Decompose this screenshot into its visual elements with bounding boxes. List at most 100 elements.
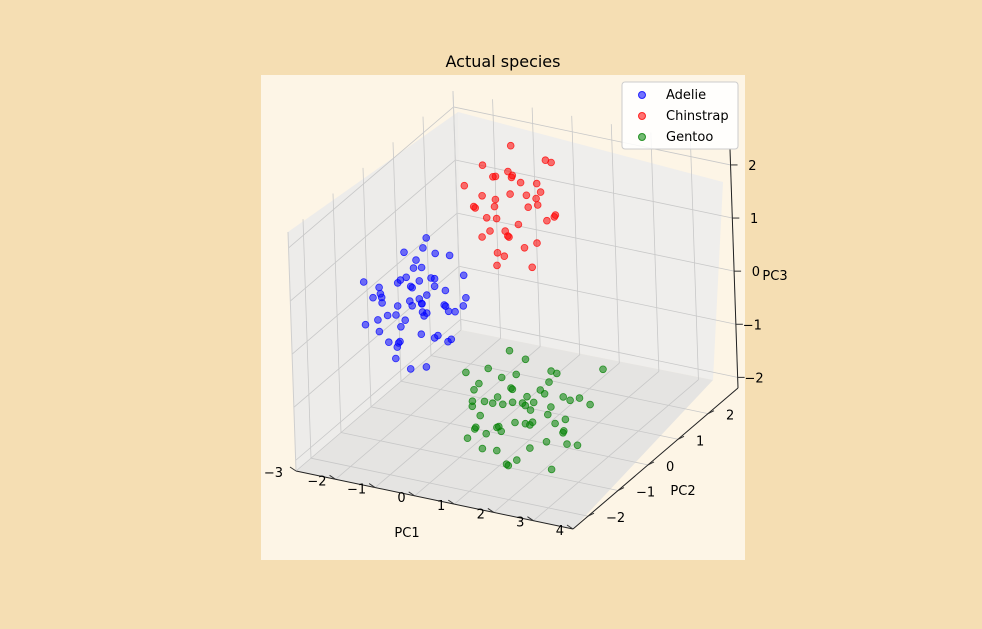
point-chinstrap bbox=[522, 191, 531, 200]
point-adelie bbox=[359, 278, 368, 286]
point-gentoo bbox=[476, 411, 485, 420]
point-adelie bbox=[392, 311, 400, 319]
z-gridline-back bbox=[457, 212, 735, 272]
left-pane bbox=[288, 112, 461, 471]
z-axis-line bbox=[729, 148, 739, 389]
point-chinstrap bbox=[491, 172, 500, 181]
x-gridline-floor bbox=[335, 337, 501, 480]
z-gridline-back bbox=[453, 106, 731, 166]
point-gentoo bbox=[547, 403, 555, 411]
y-axis-label: PC2 bbox=[670, 484, 695, 499]
x-tick-label: 3 bbox=[516, 516, 524, 531]
point-gentoo bbox=[492, 446, 501, 455]
y-tick-label: −1 bbox=[636, 486, 655, 501]
point-adelie bbox=[451, 307, 459, 316]
point-adelie bbox=[417, 263, 426, 272]
point-gentoo bbox=[508, 398, 517, 407]
z-tick-label: 0 bbox=[752, 265, 760, 280]
point-chinstrap bbox=[532, 194, 540, 203]
point-chinstrap bbox=[524, 203, 532, 212]
point-gentoo bbox=[526, 406, 535, 414]
point-gentoo bbox=[542, 437, 551, 446]
y-tick-label: 0 bbox=[666, 460, 674, 475]
point-adelie bbox=[447, 335, 456, 344]
x-gridline-wall bbox=[531, 107, 541, 347]
x-axis-label: PC1 bbox=[394, 526, 419, 541]
point-gentoo bbox=[505, 346, 514, 355]
y-tick-label: 2 bbox=[726, 409, 734, 424]
x-gridline-wall bbox=[650, 132, 660, 372]
x-gridline-floor bbox=[533, 379, 699, 522]
point-adelie bbox=[393, 279, 402, 287]
x-tick-mark bbox=[289, 466, 297, 472]
point-gentoo bbox=[536, 386, 545, 394]
point-gentoo bbox=[547, 465, 556, 474]
point-chinstrap bbox=[492, 214, 501, 223]
point-adelie bbox=[383, 311, 392, 320]
z-tick-label: −1 bbox=[743, 318, 762, 333]
x-gridline-floor bbox=[454, 362, 620, 505]
y-gridline-floor bbox=[310, 457, 589, 517]
x-tick-mark bbox=[408, 491, 415, 497]
z-gridline-back bbox=[460, 318, 738, 378]
point-adelie bbox=[445, 251, 454, 260]
point-adelie bbox=[422, 291, 431, 299]
point-chinstrap bbox=[500, 252, 509, 261]
point-adelie bbox=[405, 297, 414, 305]
point-chinstrap bbox=[478, 233, 486, 241]
point-gentoo bbox=[559, 427, 568, 435]
point-adelie bbox=[420, 312, 428, 320]
y-tick-mark bbox=[647, 461, 655, 466]
point-gentoo bbox=[498, 400, 507, 409]
x-gridline-wall bbox=[610, 124, 620, 364]
point-adelie bbox=[415, 277, 424, 285]
point-gentoo bbox=[512, 370, 520, 379]
y-tick-label: −2 bbox=[606, 511, 625, 526]
point-adelie bbox=[427, 274, 435, 282]
point-gentoo bbox=[545, 378, 553, 386]
y-gridline-wall bbox=[362, 167, 372, 407]
point-gentoo bbox=[470, 385, 478, 394]
z-tick-label: 1 bbox=[750, 212, 758, 227]
point-chinstrap bbox=[506, 190, 514, 198]
point-adelie bbox=[431, 249, 440, 258]
z-tick-label: −2 bbox=[744, 371, 763, 386]
z-axis-label: PC3 bbox=[762, 269, 787, 284]
x-gridline-wall bbox=[690, 140, 699, 380]
point-gentoo bbox=[475, 379, 483, 388]
z-gridline-left bbox=[290, 159, 456, 302]
point-chinstrap bbox=[490, 202, 499, 211]
point-adelie bbox=[422, 363, 431, 371]
point-chinstrap bbox=[533, 201, 542, 209]
point-gentoo bbox=[529, 398, 538, 407]
pane-edge-left bbox=[287, 231, 297, 472]
point-adelie bbox=[440, 301, 449, 309]
point-gentoo bbox=[566, 396, 574, 405]
point-gentoo bbox=[488, 399, 497, 408]
scatter-points bbox=[359, 141, 607, 474]
point-gentoo bbox=[586, 400, 594, 409]
y-gridline-floor bbox=[400, 380, 679, 440]
point-adelie bbox=[384, 338, 393, 347]
point-chinstrap bbox=[478, 161, 487, 170]
z-tick-label: 2 bbox=[748, 159, 756, 174]
legend-marker-chinstrap bbox=[638, 112, 646, 120]
point-chinstrap bbox=[469, 202, 478, 211]
point-chinstrap bbox=[506, 141, 515, 150]
point-gentoo bbox=[523, 392, 531, 401]
y-tick-mark bbox=[617, 487, 625, 491]
x-tick-label: 2 bbox=[477, 507, 485, 522]
point-gentoo bbox=[552, 369, 561, 378]
point-adelie bbox=[391, 354, 400, 363]
point-adelie bbox=[462, 293, 470, 302]
point-adelie bbox=[409, 264, 418, 272]
tick-marks bbox=[289, 164, 745, 530]
legend-label-chinstrap: Chinstrap bbox=[666, 109, 729, 124]
y-gridline-floor bbox=[340, 432, 619, 491]
point-adelie bbox=[361, 320, 370, 329]
point-gentoo bbox=[573, 441, 582, 450]
point-gentoo bbox=[599, 365, 607, 374]
x-tick-mark bbox=[368, 483, 376, 488]
x-tick-mark bbox=[566, 524, 574, 530]
y-tick-mark bbox=[707, 410, 715, 415]
